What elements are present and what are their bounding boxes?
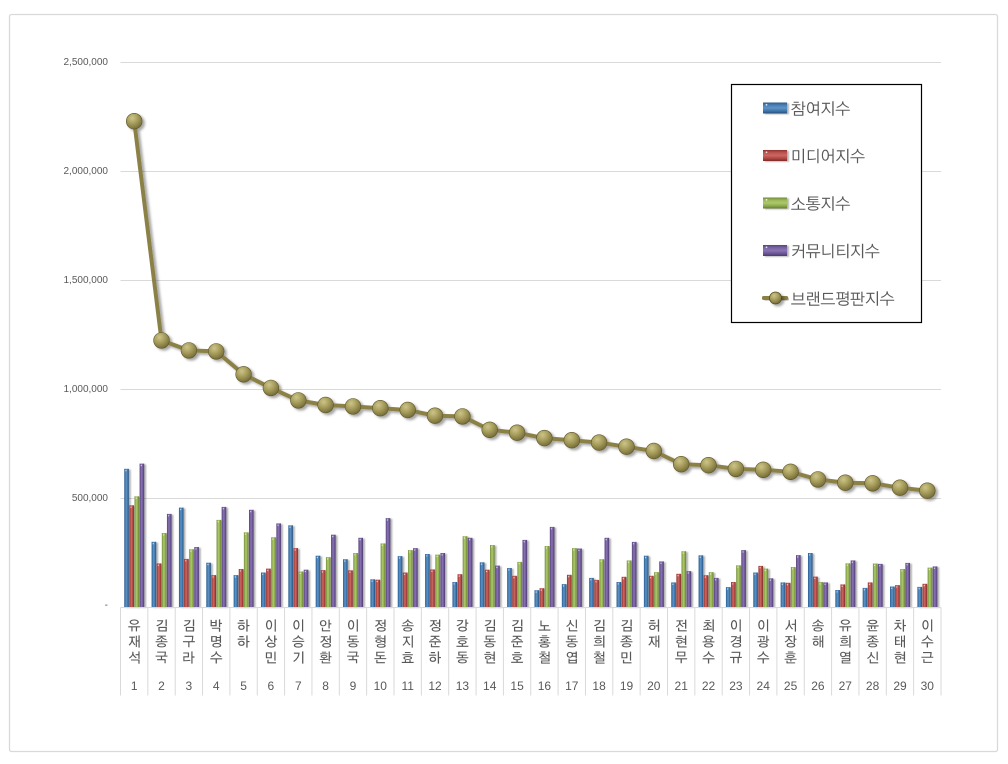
svg-text:1: 1 [131, 679, 138, 693]
svg-text:11: 11 [401, 679, 414, 693]
svg-text:9: 9 [350, 679, 357, 693]
svg-text:16: 16 [538, 679, 552, 693]
svg-text:23: 23 [729, 679, 743, 693]
svg-text:4: 4 [213, 679, 220, 693]
svg-text:21: 21 [675, 679, 689, 693]
svg-text:2,000,000: 2,000,000 [64, 166, 109, 177]
svg-text:5: 5 [240, 679, 247, 693]
svg-text:30: 30 [921, 679, 935, 693]
svg-text:6: 6 [268, 679, 275, 693]
svg-text:27: 27 [839, 679, 853, 693]
svg-text:2: 2 [158, 679, 165, 693]
svg-text:3: 3 [186, 679, 193, 693]
svg-text:26: 26 [811, 679, 825, 693]
svg-text:10: 10 [374, 679, 388, 693]
svg-text:25: 25 [784, 679, 798, 693]
svg-text:-: - [105, 600, 108, 611]
svg-text:13: 13 [456, 679, 470, 693]
svg-text:1,500,000: 1,500,000 [64, 275, 109, 286]
svg-text:24: 24 [757, 679, 771, 693]
svg-text:500,000: 500,000 [72, 493, 109, 504]
svg-text:28: 28 [866, 679, 880, 693]
svg-text:7: 7 [295, 679, 302, 693]
svg-text:15: 15 [510, 679, 524, 693]
svg-text:1,000,000: 1,000,000 [64, 384, 109, 395]
svg-text:14: 14 [483, 679, 497, 693]
svg-text:18: 18 [592, 679, 606, 693]
svg-text:19: 19 [620, 679, 634, 693]
svg-text:12: 12 [428, 679, 442, 693]
svg-text:29: 29 [893, 679, 907, 693]
svg-text:22: 22 [702, 679, 716, 693]
svg-text:20: 20 [647, 679, 661, 693]
svg-text:8: 8 [322, 679, 329, 693]
svg-text:2,500,000: 2,500,000 [64, 57, 109, 68]
svg-text:17: 17 [565, 679, 579, 693]
